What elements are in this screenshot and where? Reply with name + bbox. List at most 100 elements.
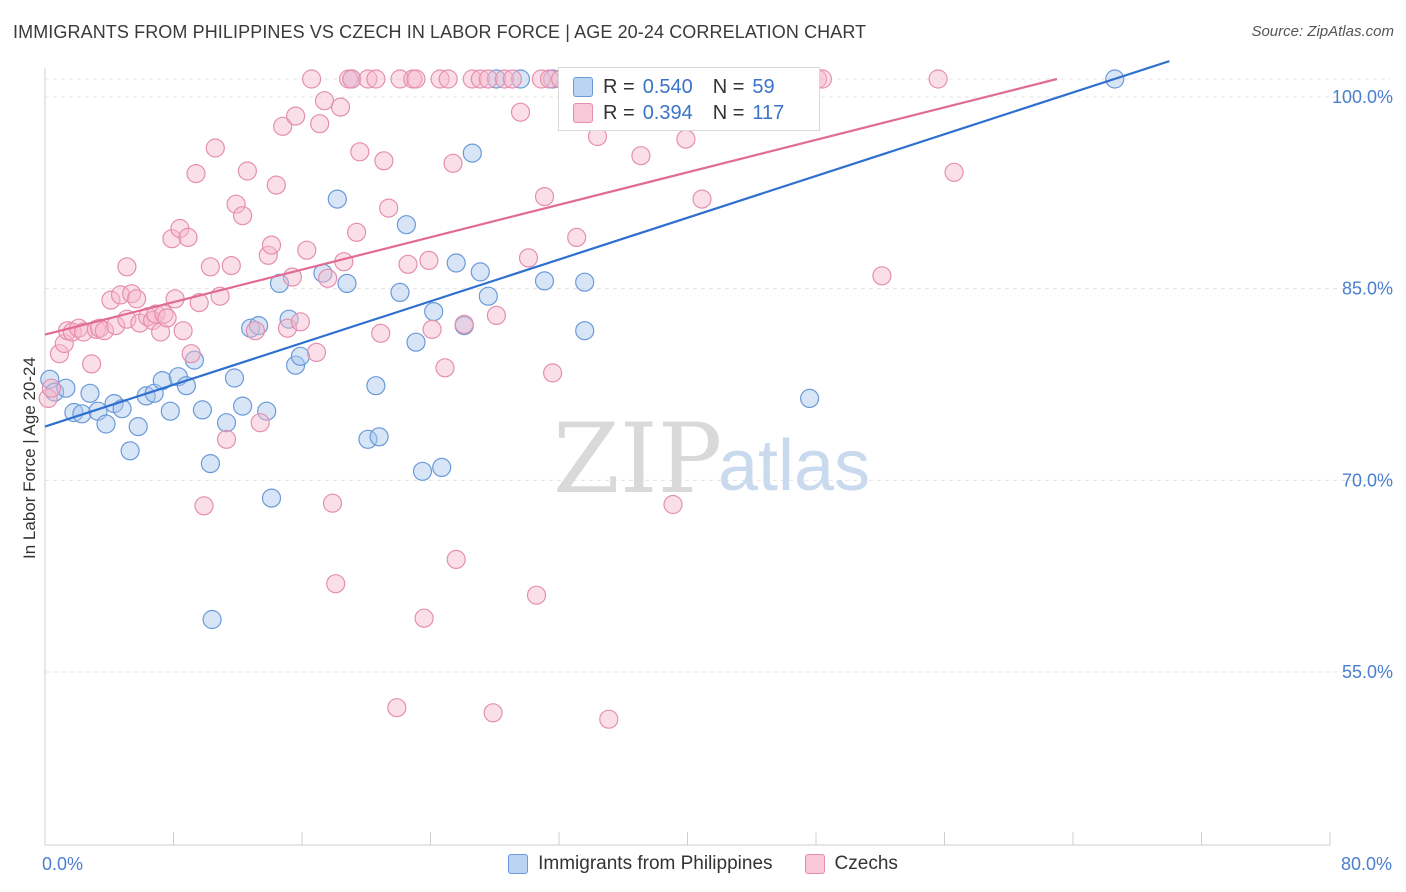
data-point	[531, 69, 551, 89]
data-point	[478, 286, 498, 306]
data-point	[432, 457, 452, 477]
data-point	[470, 262, 490, 282]
data-point	[200, 257, 220, 277]
data-point	[443, 153, 463, 173]
data-point	[56, 378, 76, 398]
stats-n-key: N =	[712, 101, 745, 124]
data-point	[322, 493, 343, 513]
data-point	[290, 312, 310, 332]
data-point	[446, 253, 466, 273]
data-point	[478, 69, 498, 89]
data-point	[470, 69, 490, 89]
data-point	[502, 69, 523, 89]
data-point	[245, 321, 265, 341]
data-point	[494, 69, 514, 89]
data-point	[483, 703, 503, 723]
data-point	[446, 549, 466, 570]
data-point	[173, 321, 193, 341]
data-point	[663, 494, 683, 515]
data-point	[101, 290, 121, 310]
data-point	[387, 698, 407, 718]
data-point	[412, 461, 433, 481]
data-point	[599, 709, 619, 729]
legend-label-czechs: Czechs	[834, 853, 898, 874]
stats-n-key: N =	[712, 75, 745, 98]
data-point	[233, 396, 253, 416]
data-point	[261, 488, 282, 508]
data-point	[318, 268, 338, 288]
x-tick-label-max: 80.0%	[1341, 854, 1392, 874]
series-czechs-points	[38, 69, 964, 729]
data-point	[273, 116, 293, 136]
data-point	[165, 289, 185, 309]
data-point	[872, 266, 892, 286]
data-point	[202, 609, 222, 630]
data-point	[374, 151, 394, 171]
data-point	[454, 314, 474, 334]
data-point	[414, 608, 434, 628]
chart-title: IMMIGRANTS FROM PHILIPPINES VS CZECH IN …	[13, 22, 867, 42]
data-point	[157, 308, 177, 328]
y-tick-label: 100.0%	[1332, 87, 1393, 107]
trend-line-czechs	[44, 77, 1058, 336]
series-philippines-points	[40, 69, 1125, 630]
data-point	[221, 256, 241, 276]
data-points	[38, 69, 1125, 729]
data-point	[486, 69, 506, 89]
data-point	[181, 344, 201, 364]
data-point	[194, 496, 214, 516]
data-point	[120, 441, 140, 461]
data-point	[379, 198, 399, 218]
data-point	[542, 363, 563, 383]
chart-legend: Immigrants from Philippines Czechs	[0, 852, 1406, 876]
data-point	[41, 378, 62, 398]
stats-row-philippines: R = 0.540 N = 59	[573, 74, 775, 100]
data-point	[398, 254, 418, 274]
data-point	[371, 323, 391, 343]
data-point	[306, 342, 327, 362]
data-point	[928, 69, 948, 89]
legend-item-philippines[interactable]: Immigrants from Philippines	[508, 853, 773, 875]
data-point	[310, 114, 330, 134]
y-tick-label: 85.0%	[1342, 279, 1393, 299]
data-point	[350, 142, 370, 162]
watermark-atlas: atlas	[718, 426, 870, 506]
trend-line-philippines	[44, 60, 1170, 428]
data-point	[430, 69, 450, 89]
data-point	[342, 69, 362, 89]
data-point	[358, 429, 378, 449]
data-point	[358, 69, 378, 89]
data-point	[297, 240, 317, 260]
data-point	[799, 388, 820, 408]
legend-swatch-czechs	[804, 854, 825, 874]
y-axis-tick-labels: 100.0% 85.0% 70.0% 55.0%	[1332, 87, 1393, 682]
data-point	[261, 235, 282, 255]
stats-swatch-philippines	[573, 77, 593, 97]
data-point	[406, 332, 426, 352]
chart-source: Source: ZipAtlas.com	[1251, 23, 1394, 40]
stats-r-value-czechs: 0.394	[642, 101, 693, 124]
data-point	[49, 344, 70, 364]
x-axis-ticks	[44, 832, 1331, 845]
data-point	[486, 305, 506, 325]
data-point	[64, 402, 84, 423]
data-point	[510, 102, 531, 122]
data-point	[326, 574, 346, 594]
data-point	[216, 429, 237, 449]
data-point	[249, 316, 269, 336]
data-point	[112, 399, 132, 419]
data-point	[567, 227, 587, 247]
data-point	[462, 143, 482, 163]
stats-r-key: R =	[603, 101, 635, 124]
legend-swatch-philippines	[508, 854, 529, 874]
data-point	[81, 354, 102, 374]
data-point	[162, 229, 182, 249]
data-point	[290, 346, 310, 366]
stats-n-value-philippines: 59	[752, 75, 775, 98]
legend-label-philippines: Immigrants from Philippines	[538, 853, 773, 874]
data-point	[390, 282, 410, 302]
stats-r-key: R =	[603, 75, 635, 98]
legend-item-czechs[interactable]: Czechs	[804, 853, 898, 875]
data-point	[534, 271, 555, 291]
data-point	[54, 333, 74, 354]
